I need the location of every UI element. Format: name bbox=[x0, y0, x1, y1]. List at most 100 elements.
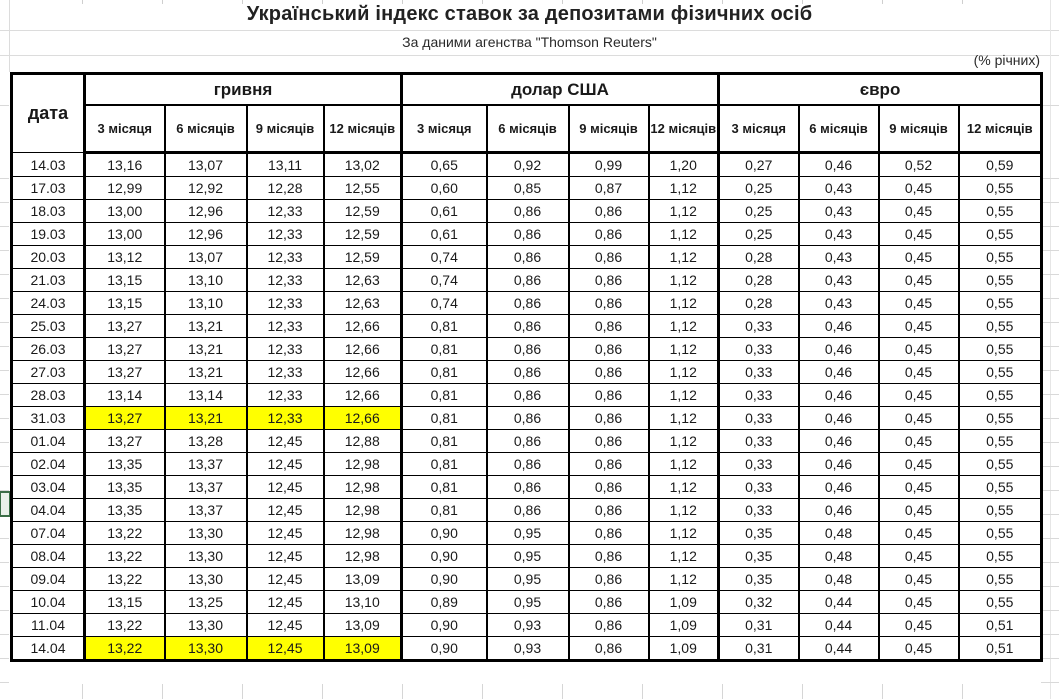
tenor-header-uah-12m[interactable]: 12 місяців bbox=[322, 104, 402, 154]
rate-cell[interactable]: 13,37 bbox=[163, 498, 247, 522]
rate-cell[interactable]: 12,66 bbox=[322, 314, 402, 338]
date-cell[interactable]: 25.03 bbox=[11, 314, 85, 338]
rate-cell[interactable]: 0,45 bbox=[877, 636, 959, 661]
rate-cell[interactable]: 0,43 bbox=[797, 268, 879, 292]
rate-cell[interactable]: 12,45 bbox=[245, 613, 324, 637]
rate-cell[interactable]: 0,46 bbox=[797, 475, 879, 499]
rate-cell[interactable]: 0,43 bbox=[797, 291, 879, 315]
rate-cell[interactable]: 12,45 bbox=[245, 521, 324, 545]
rate-cell[interactable]: 0,46 bbox=[797, 429, 879, 453]
rate-cell[interactable]: 0,55 bbox=[957, 429, 1043, 453]
date-cell[interactable]: 07.04 bbox=[11, 521, 85, 545]
rate-cell[interactable]: 1,12 bbox=[647, 360, 719, 384]
rate-cell[interactable]: 0,45 bbox=[877, 544, 959, 568]
rate-cell[interactable]: 12,45 bbox=[245, 567, 324, 591]
rate-cell[interactable]: 0,25 bbox=[717, 199, 799, 223]
rate-cell[interactable]: 0,93 bbox=[485, 613, 569, 637]
date-cell[interactable]: 14.03 bbox=[11, 152, 85, 177]
rate-cell[interactable]: 1,12 bbox=[647, 222, 719, 246]
rate-cell[interactable]: 0,28 bbox=[717, 268, 799, 292]
rate-cell[interactable]: 0,90 bbox=[400, 544, 487, 568]
rate-cell[interactable]: 13,27 bbox=[83, 314, 165, 338]
rate-cell[interactable]: 1,12 bbox=[647, 429, 719, 453]
rate-cell[interactable]: 13,35 bbox=[83, 498, 165, 522]
rate-cell[interactable]: 0,46 bbox=[797, 498, 879, 522]
rate-cell[interactable]: 13,28 bbox=[163, 429, 247, 453]
rate-cell[interactable]: 0,86 bbox=[567, 314, 649, 338]
rate-cell[interactable]: 1,20 bbox=[647, 152, 719, 177]
rate-cell[interactable]: 12,33 bbox=[245, 245, 324, 269]
rate-cell[interactable]: 13,21 bbox=[163, 314, 247, 338]
rate-cell[interactable]: 12,59 bbox=[322, 245, 402, 269]
rate-cell[interactable]: 13,10 bbox=[163, 268, 247, 292]
rate-cell[interactable]: 0,55 bbox=[957, 567, 1043, 591]
rate-cell[interactable]: 0,86 bbox=[567, 498, 649, 522]
rate-cell[interactable]: 12,33 bbox=[245, 337, 324, 361]
rate-cell[interactable]: 12,33 bbox=[245, 383, 324, 407]
rate-cell[interactable]: 0,95 bbox=[485, 567, 569, 591]
rate-cell[interactable]: 0,86 bbox=[567, 337, 649, 361]
rate-cell[interactable]: 0,86 bbox=[567, 383, 649, 407]
date-cell[interactable]: 20.03 bbox=[11, 245, 85, 269]
rate-cell[interactable]: 1,12 bbox=[647, 475, 719, 499]
rate-cell[interactable]: 0,86 bbox=[567, 567, 649, 591]
date-column-header[interactable]: дата bbox=[11, 73, 86, 153]
rate-cell[interactable]: 0,86 bbox=[485, 314, 569, 338]
tenor-header-usd-9m[interactable]: 9 місяців bbox=[567, 104, 649, 154]
rate-cell[interactable]: 13,09 bbox=[322, 613, 402, 637]
rate-cell[interactable]: 0,86 bbox=[485, 291, 569, 315]
rate-cell[interactable]: 0,89 bbox=[400, 590, 487, 614]
rate-cell[interactable]: 0,86 bbox=[567, 636, 649, 661]
rate-cell[interactable]: 0,81 bbox=[400, 452, 487, 476]
rate-cell[interactable]: 13,16 bbox=[83, 152, 165, 177]
tenor-header-usd-3m[interactable]: 3 місяця bbox=[400, 104, 487, 154]
rate-cell[interactable]: 0,85 bbox=[485, 176, 569, 200]
currency-group-usd[interactable]: долар США bbox=[400, 73, 719, 106]
rate-cell[interactable]: 0,86 bbox=[485, 452, 569, 476]
rate-cell[interactable]: 0,45 bbox=[877, 360, 959, 384]
date-cell[interactable]: 10.04 bbox=[11, 590, 85, 614]
rate-cell[interactable]: 0,55 bbox=[957, 337, 1043, 361]
rate-cell[interactable]: 0,81 bbox=[400, 314, 487, 338]
rate-cell[interactable]: 12,45 bbox=[245, 498, 324, 522]
rate-cell[interactable]: 0,55 bbox=[957, 498, 1043, 522]
rate-cell[interactable]: 1,09 bbox=[647, 590, 719, 614]
rate-cell[interactable]: 12,99 bbox=[83, 176, 165, 200]
rate-cell[interactable]: 13,37 bbox=[163, 475, 247, 499]
rate-cell[interactable]: 12,92 bbox=[163, 176, 247, 200]
rate-cell[interactable]: 0,93 bbox=[485, 636, 569, 661]
rate-cell[interactable]: 0,90 bbox=[400, 567, 487, 591]
rate-cell[interactable]: 13,22 bbox=[83, 567, 165, 591]
rate-cell[interactable]: 13,21 bbox=[163, 337, 247, 361]
rate-cell[interactable]: 0,55 bbox=[957, 590, 1043, 614]
rate-cell[interactable]: 1,12 bbox=[647, 521, 719, 545]
rate-cell[interactable]: 13,35 bbox=[83, 452, 165, 476]
rate-cell[interactable]: 13,15 bbox=[83, 291, 165, 315]
date-cell[interactable]: 01.04 bbox=[11, 429, 85, 453]
rate-cell[interactable]: 12,33 bbox=[245, 291, 324, 315]
rate-cell[interactable]: 1,12 bbox=[647, 383, 719, 407]
rate-cell[interactable]: 0,45 bbox=[877, 590, 959, 614]
rate-cell[interactable]: 0,86 bbox=[567, 590, 649, 614]
date-cell[interactable]: 03.04 bbox=[11, 475, 85, 499]
rate-cell[interactable]: 0,55 bbox=[957, 360, 1043, 384]
date-cell[interactable]: 21.03 bbox=[11, 268, 85, 292]
rate-cell[interactable]: 12,98 bbox=[322, 544, 402, 568]
tenor-header-usd-6m[interactable]: 6 місяців bbox=[485, 104, 569, 154]
rate-cell[interactable]: 0,95 bbox=[485, 590, 569, 614]
rate-cell[interactable]: 13,30 bbox=[163, 521, 247, 545]
rate-cell[interactable]: 0,45 bbox=[877, 567, 959, 591]
rate-cell[interactable]: 0,35 bbox=[717, 567, 799, 591]
rate-cell[interactable]: 12,96 bbox=[163, 199, 247, 223]
rate-cell[interactable]: 0,86 bbox=[485, 429, 569, 453]
rate-cell[interactable]: 0,65 bbox=[400, 152, 487, 177]
rate-cell[interactable]: 0,81 bbox=[400, 429, 487, 453]
rate-cell[interactable]: 12,55 bbox=[322, 176, 402, 200]
rate-cell[interactable]: 0,86 bbox=[485, 406, 569, 430]
rate-cell[interactable]: 0,43 bbox=[797, 199, 879, 223]
rate-cell[interactable]: 13,30 bbox=[163, 613, 247, 637]
rate-cell[interactable]: 0,86 bbox=[485, 245, 569, 269]
rate-cell[interactable]: 0,55 bbox=[957, 176, 1043, 200]
rate-cell[interactable]: 0,86 bbox=[567, 245, 649, 269]
rate-cell[interactable]: 0,86 bbox=[567, 429, 649, 453]
